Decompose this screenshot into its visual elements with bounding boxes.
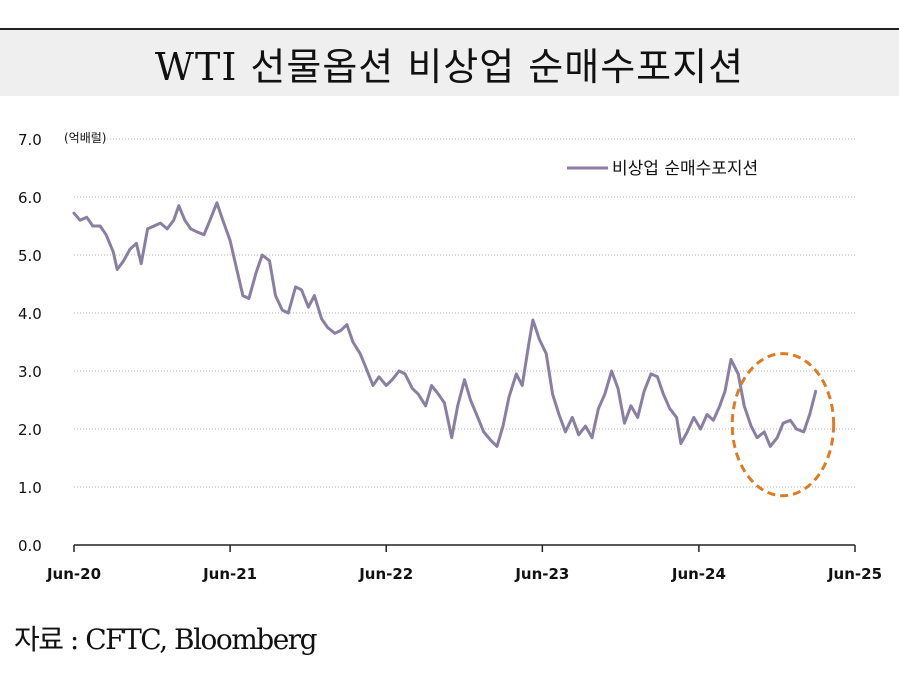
- legend-label: 비상업 순매수포지션: [612, 159, 758, 179]
- y-tick-label: 4.0: [18, 305, 42, 323]
- y-tick-label: 0.0: [18, 537, 42, 555]
- series-lines: [72, 201, 818, 448]
- line-chart: 0.01.02.03.04.05.06.07.0 (억배럴) Jun-20 Jun…: [18, 131, 882, 583]
- y-tick-label: 2.0: [18, 421, 42, 439]
- y-axis-tick-labels: 0.0 1.0 2.0 3.0 4.0 5.0 6.0 7.0: [18, 131, 42, 555]
- y-tick-label: 5.0: [18, 247, 42, 265]
- x-tick-label: Jun-24: [671, 565, 726, 583]
- unit-label: (억배럴): [64, 131, 106, 145]
- y-tick-label: 1.0: [18, 479, 42, 497]
- series-line: [72, 201, 818, 448]
- y-tick-label: 6.0: [18, 189, 42, 207]
- highlight-ellipse: [730, 352, 836, 498]
- x-tick-label: Jun-23: [514, 565, 569, 583]
- x-tick-label: Jun-20: [46, 565, 101, 583]
- legend: 비상업 순매수포지션: [567, 159, 758, 179]
- annotations: [730, 352, 836, 498]
- y-tick-label: 3.0: [18, 363, 42, 381]
- top-rule: [0, 28, 899, 30]
- chart-title: WTI 선물옵션 비상업 순매수포지션: [154, 44, 745, 89]
- x-axis: Jun-20 Jun-21 Jun-22 Jun-23 Jun-24 Jun-25: [46, 544, 882, 583]
- x-tick-label: Jun-21: [202, 565, 257, 583]
- source-note: 자료 : CFTC, Bloomberg: [14, 623, 318, 656]
- gridlines: [74, 138, 855, 488]
- x-tick-label: Jun-22: [358, 565, 413, 583]
- x-tick-label: Jun-25: [827, 565, 882, 583]
- y-tick-label: 7.0: [18, 131, 42, 149]
- title-band: WTI 선물옵션 비상업 순매수포지션: [0, 30, 899, 96]
